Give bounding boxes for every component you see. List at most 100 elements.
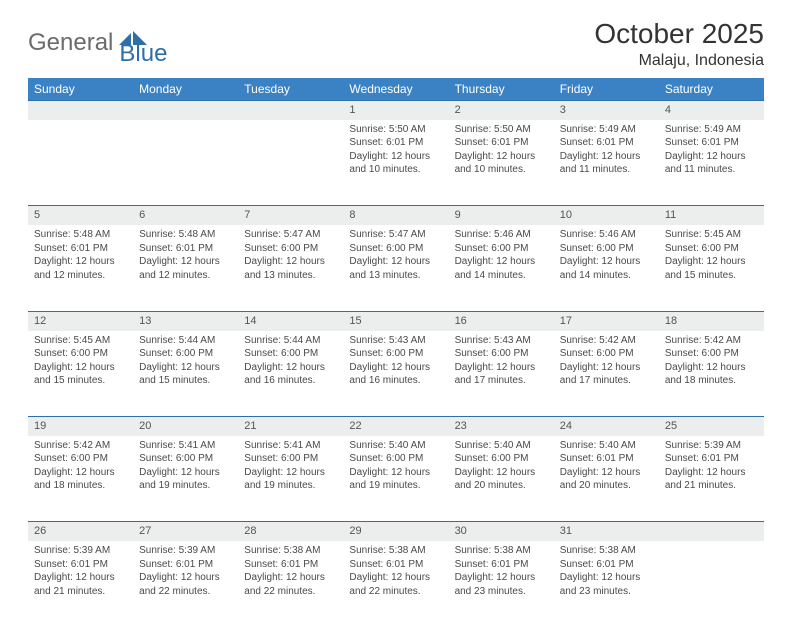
day-info-line: Sunset: 6:01 PM bbox=[665, 136, 758, 150]
day-info-line: Daylight: 12 hours and 13 minutes. bbox=[349, 255, 442, 282]
day-info-line: Sunrise: 5:40 AM bbox=[455, 439, 548, 453]
day-info-line: Daylight: 12 hours and 16 minutes. bbox=[244, 361, 337, 388]
day-header: Sunday bbox=[28, 78, 133, 101]
day-number: 4 bbox=[659, 101, 764, 120]
day-number bbox=[133, 101, 238, 120]
day-info-line: Daylight: 12 hours and 22 minutes. bbox=[349, 571, 442, 598]
day-header: Saturday bbox=[659, 78, 764, 101]
day-info-line: Sunset: 6:01 PM bbox=[34, 558, 127, 572]
day-info-line: Sunset: 6:00 PM bbox=[455, 242, 548, 256]
day-info-line: Sunset: 6:00 PM bbox=[349, 452, 442, 466]
day-number bbox=[238, 101, 343, 120]
day-cell: Sunrise: 5:38 AMSunset: 6:01 PMDaylight:… bbox=[449, 541, 554, 627]
day-info-line: Daylight: 12 hours and 15 minutes. bbox=[665, 255, 758, 282]
day-info-line: Daylight: 12 hours and 23 minutes. bbox=[560, 571, 653, 598]
day-cell: Sunrise: 5:41 AMSunset: 6:00 PMDaylight:… bbox=[133, 436, 238, 522]
week-content-row: Sunrise: 5:50 AMSunset: 6:01 PMDaylight:… bbox=[28, 120, 764, 206]
day-info-line: Sunset: 6:00 PM bbox=[349, 242, 442, 256]
day-info-line: Sunrise: 5:39 AM bbox=[34, 544, 127, 558]
day-cell: Sunrise: 5:44 AMSunset: 6:00 PMDaylight:… bbox=[133, 331, 238, 417]
day-number: 18 bbox=[659, 311, 764, 330]
day-header-row: Sunday Monday Tuesday Wednesday Thursday… bbox=[28, 78, 764, 101]
day-info-line: Daylight: 12 hours and 16 minutes. bbox=[349, 361, 442, 388]
day-info-line: Sunset: 6:01 PM bbox=[349, 136, 442, 150]
day-cell: Sunrise: 5:49 AMSunset: 6:01 PMDaylight:… bbox=[659, 120, 764, 206]
day-cell: Sunrise: 5:49 AMSunset: 6:01 PMDaylight:… bbox=[554, 120, 659, 206]
day-number bbox=[659, 522, 764, 541]
day-info-line: Daylight: 12 hours and 19 minutes. bbox=[349, 466, 442, 493]
day-info-line: Daylight: 12 hours and 13 minutes. bbox=[244, 255, 337, 282]
day-number: 5 bbox=[28, 206, 133, 225]
day-info-line: Sunrise: 5:40 AM bbox=[349, 439, 442, 453]
day-number: 15 bbox=[343, 311, 448, 330]
day-cell: Sunrise: 5:42 AMSunset: 6:00 PMDaylight:… bbox=[659, 331, 764, 417]
day-header: Tuesday bbox=[238, 78, 343, 101]
day-info-line: Sunrise: 5:44 AM bbox=[139, 334, 232, 348]
day-info-line: Sunset: 6:00 PM bbox=[455, 452, 548, 466]
day-info-line: Sunrise: 5:50 AM bbox=[349, 123, 442, 137]
day-info-line: Sunrise: 5:40 AM bbox=[560, 439, 653, 453]
day-cell: Sunrise: 5:48 AMSunset: 6:01 PMDaylight:… bbox=[28, 225, 133, 311]
day-info-line: Daylight: 12 hours and 19 minutes. bbox=[139, 466, 232, 493]
logo-text-gray: General bbox=[28, 29, 113, 57]
day-cell: Sunrise: 5:43 AMSunset: 6:00 PMDaylight:… bbox=[449, 331, 554, 417]
day-info-line: Sunrise: 5:42 AM bbox=[665, 334, 758, 348]
day-info-line: Sunset: 6:01 PM bbox=[244, 558, 337, 572]
day-number: 23 bbox=[449, 417, 554, 436]
day-cell: Sunrise: 5:48 AMSunset: 6:01 PMDaylight:… bbox=[133, 225, 238, 311]
day-number: 20 bbox=[133, 417, 238, 436]
day-number: 16 bbox=[449, 311, 554, 330]
day-number: 3 bbox=[554, 101, 659, 120]
day-number: 17 bbox=[554, 311, 659, 330]
day-number: 13 bbox=[133, 311, 238, 330]
day-cell: Sunrise: 5:42 AMSunset: 6:00 PMDaylight:… bbox=[28, 436, 133, 522]
day-cell: Sunrise: 5:44 AMSunset: 6:00 PMDaylight:… bbox=[238, 331, 343, 417]
day-header: Friday bbox=[554, 78, 659, 101]
day-info-line: Daylight: 12 hours and 12 minutes. bbox=[139, 255, 232, 282]
day-number: 25 bbox=[659, 417, 764, 436]
day-number: 10 bbox=[554, 206, 659, 225]
day-cell: Sunrise: 5:40 AMSunset: 6:00 PMDaylight:… bbox=[449, 436, 554, 522]
day-cell: Sunrise: 5:40 AMSunset: 6:00 PMDaylight:… bbox=[343, 436, 448, 522]
day-info-line: Daylight: 12 hours and 20 minutes. bbox=[560, 466, 653, 493]
day-cell bbox=[238, 120, 343, 206]
day-info-line: Daylight: 12 hours and 14 minutes. bbox=[455, 255, 548, 282]
day-info-line: Sunrise: 5:38 AM bbox=[455, 544, 548, 558]
day-cell bbox=[28, 120, 133, 206]
day-number: 27 bbox=[133, 522, 238, 541]
day-cell: Sunrise: 5:45 AMSunset: 6:00 PMDaylight:… bbox=[28, 331, 133, 417]
day-info-line: Sunrise: 5:38 AM bbox=[349, 544, 442, 558]
calendar-page: General Blue October 2025 Malaju, Indone… bbox=[0, 0, 792, 627]
day-cell: Sunrise: 5:38 AMSunset: 6:01 PMDaylight:… bbox=[554, 541, 659, 627]
day-info-line: Sunset: 6:00 PM bbox=[34, 452, 127, 466]
day-info-line: Sunrise: 5:49 AM bbox=[560, 123, 653, 137]
day-number bbox=[28, 101, 133, 120]
day-info-line: Daylight: 12 hours and 12 minutes. bbox=[34, 255, 127, 282]
day-info-line: Sunset: 6:00 PM bbox=[244, 347, 337, 361]
day-info-line: Daylight: 12 hours and 22 minutes. bbox=[139, 571, 232, 598]
day-info-line: Sunrise: 5:45 AM bbox=[665, 228, 758, 242]
calendar-table: Sunday Monday Tuesday Wednesday Thursday… bbox=[28, 78, 764, 627]
day-info-line: Sunrise: 5:42 AM bbox=[34, 439, 127, 453]
day-info-line: Sunset: 6:00 PM bbox=[34, 347, 127, 361]
day-info-line: Sunrise: 5:41 AM bbox=[139, 439, 232, 453]
day-info-line: Daylight: 12 hours and 11 minutes. bbox=[560, 150, 653, 177]
day-cell: Sunrise: 5:39 AMSunset: 6:01 PMDaylight:… bbox=[659, 436, 764, 522]
day-info-line: Sunset: 6:01 PM bbox=[560, 452, 653, 466]
week-content-row: Sunrise: 5:39 AMSunset: 6:01 PMDaylight:… bbox=[28, 541, 764, 627]
day-cell: Sunrise: 5:38 AMSunset: 6:01 PMDaylight:… bbox=[343, 541, 448, 627]
week-daynum-row: 12131415161718 bbox=[28, 311, 764, 330]
day-info-line: Sunset: 6:01 PM bbox=[560, 136, 653, 150]
day-cell: Sunrise: 5:39 AMSunset: 6:01 PMDaylight:… bbox=[28, 541, 133, 627]
day-info-line: Sunrise: 5:39 AM bbox=[665, 439, 758, 453]
day-info-line: Daylight: 12 hours and 15 minutes. bbox=[34, 361, 127, 388]
day-info-line: Sunrise: 5:44 AM bbox=[244, 334, 337, 348]
day-header: Thursday bbox=[449, 78, 554, 101]
day-info-line: Daylight: 12 hours and 18 minutes. bbox=[665, 361, 758, 388]
day-info-line: Daylight: 12 hours and 14 minutes. bbox=[560, 255, 653, 282]
day-cell: Sunrise: 5:50 AMSunset: 6:01 PMDaylight:… bbox=[449, 120, 554, 206]
day-number: 30 bbox=[449, 522, 554, 541]
day-number: 6 bbox=[133, 206, 238, 225]
day-number: 31 bbox=[554, 522, 659, 541]
day-info-line: Sunset: 6:01 PM bbox=[455, 136, 548, 150]
